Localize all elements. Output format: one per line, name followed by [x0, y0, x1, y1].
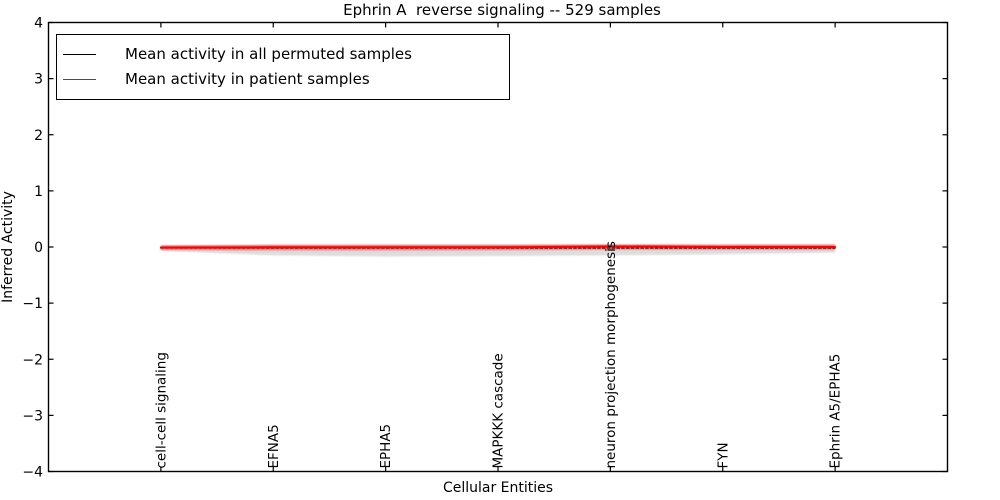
tick-label-layer: 4 3 2 1 0 −1 −2 −3 −4 cell-cell signaling EFNA5 EPH…: [22, 16, 843, 481]
x-tick-label: neuron projection morphogenesis: [603, 241, 619, 468]
x-axis-label: Cellular Entities: [443, 480, 553, 496]
y-tick-label: 2: [34, 128, 43, 144]
tick-layer: [48, 21, 948, 473]
y-tick-label: 4: [34, 16, 43, 32]
x-tick-label: Ephrin A5/EPHA5: [828, 354, 844, 469]
x-tick-label: cell-cell signaling: [153, 352, 169, 468]
y-tick-label: −2: [22, 352, 43, 368]
x-tick-label: EPHA5: [378, 424, 394, 469]
chart-title: Ephrin A reverse signaling -- 529 sample…: [343, 1, 661, 19]
legend-item-permuted: Mean activity in all permuted samples: [63, 42, 509, 67]
y-axis-label: Inferred Activity: [0, 191, 16, 303]
legend-line-red: [63, 79, 96, 80]
legend-item-patient: Mean activity in patient samples: [63, 67, 509, 92]
y-tick-label: 1: [34, 184, 43, 200]
x-tick-label: MAPKKK cascade: [491, 353, 507, 468]
y-tick-label: 3: [34, 72, 43, 88]
series-line-patient-mean: [159, 245, 837, 249]
legend-line-black: [63, 54, 96, 55]
y-tick-label: −1: [22, 296, 43, 312]
legend: Mean activity in all permuted samples Me…: [56, 34, 510, 100]
legend-label: Mean activity in all permuted samples: [125, 45, 412, 63]
y-tick-label: 0: [34, 240, 43, 256]
x-tick-label: EFNA5: [266, 424, 282, 468]
x-tick-label: FYN: [715, 442, 731, 468]
y-tick-label: −3: [22, 408, 43, 424]
legend-label: Mean activity in patient samples: [125, 70, 370, 88]
series-layer: [159, 243, 837, 251]
y-tick-label: −4: [22, 465, 43, 481]
